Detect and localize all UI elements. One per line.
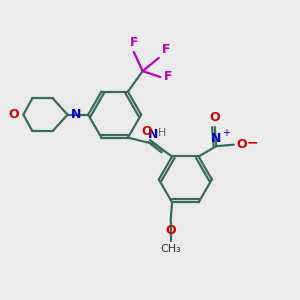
Text: CH₃: CH₃ xyxy=(160,244,181,254)
Text: N: N xyxy=(148,128,158,141)
Text: F: F xyxy=(162,43,171,56)
Text: O: O xyxy=(209,111,220,124)
Text: O: O xyxy=(8,108,19,121)
Text: N: N xyxy=(71,108,82,121)
Text: H: H xyxy=(158,128,166,138)
Text: F: F xyxy=(164,70,172,83)
Text: +: + xyxy=(221,128,230,138)
Text: F: F xyxy=(130,36,138,49)
Text: −: − xyxy=(246,135,258,149)
Text: N: N xyxy=(211,132,221,145)
Text: O: O xyxy=(237,138,247,151)
Text: O: O xyxy=(142,124,152,138)
Text: O: O xyxy=(165,224,176,238)
